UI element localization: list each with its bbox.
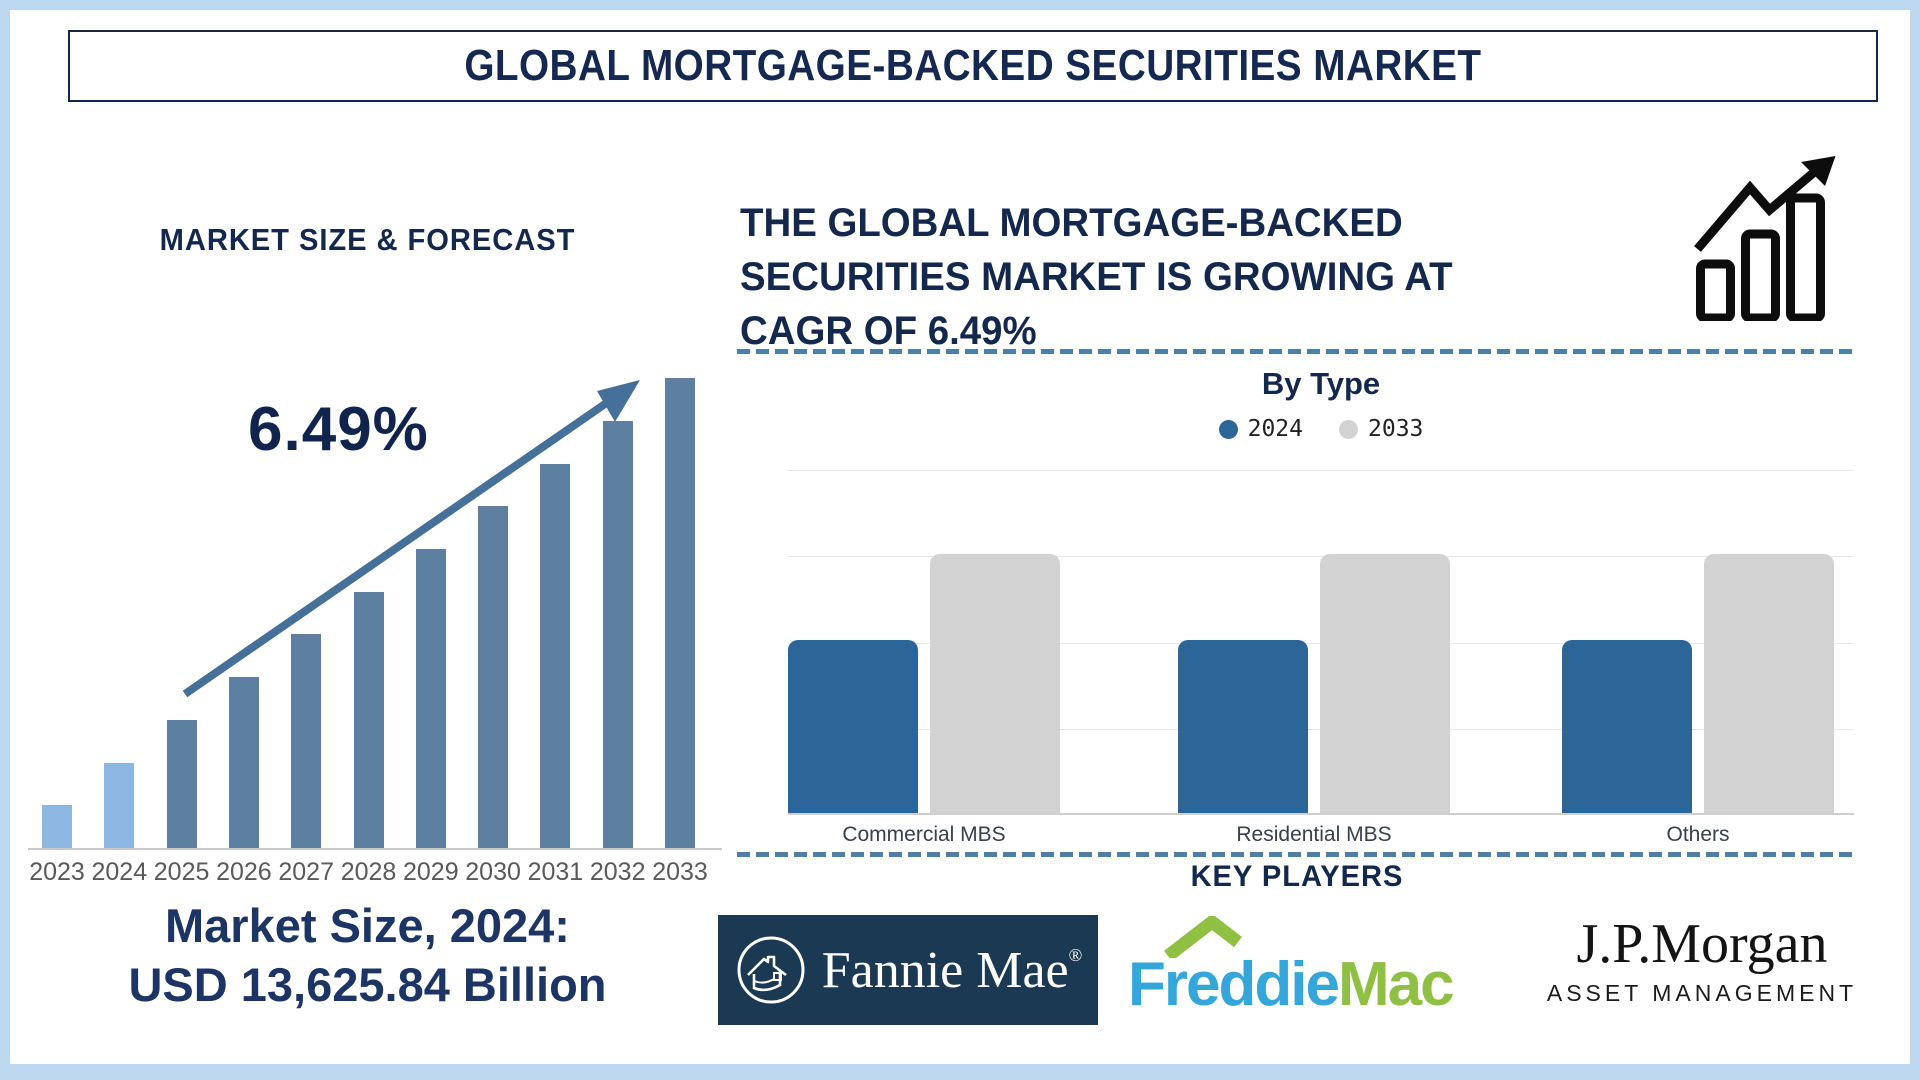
market-size-line1: Market Size, 2024: [165,899,570,952]
forecast-bar-2023 [42,805,72,848]
year-label: 2029 [402,858,459,886]
legend-item-2024: 2024 [1218,416,1303,442]
title-banner: GLOBAL MORTGAGE-BACKED SECURITIES MARKET [68,30,1878,102]
cagr-headline-line: CAGR OF 6.49% [740,309,1037,353]
year-label: 2030 [465,858,521,886]
bar-Others-2024 [1562,640,1692,813]
legend-label: 2033 [1368,416,1424,442]
category-label: Residential MBS [1236,823,1392,846]
dashed-divider-top [737,349,1857,354]
legend-dot [1339,419,1358,439]
forecast-bar-2025 [166,720,197,848]
forecast-bar-2031 [540,464,571,848]
gridline [788,556,1854,557]
market-size-callout: Market Size, 2024: USD 13,625.84 Billion [35,896,700,1014]
cagr-headline-line: THE GLOBAL MORTGAGE-BACKED [740,201,1403,245]
forecast-bar-2028 [353,592,384,848]
year-label: 2027 [278,858,334,886]
legend-label: 2024 [1247,416,1303,442]
fannie-mae-logo: Fannie Mae® [718,915,1098,1025]
bar-Commercial MBS-2024 [788,640,918,813]
jpmorgan-subtitle: ASSET MANAGEMENT [1546,980,1858,1006]
bar-group-Residential MBS [1178,470,1450,813]
bar-Residential MBS-2033 [1320,554,1450,813]
bar-Commercial MBS-2033 [930,554,1060,813]
forecast-bar-2026 [228,677,259,848]
forecast-bar-2032 [602,421,633,848]
page-title: GLOBAL MORTGAGE-BACKED SECURITIES MARKET [464,41,1482,90]
forecast-bar-2027 [291,634,322,848]
bar-group-Others [1562,470,1834,813]
year-label: 2026 [216,858,272,886]
forecast-bar-2030 [478,506,509,848]
year-label: 2031 [527,858,584,886]
freddie-mac-wordmark: FreddieMac [1128,949,1455,1020]
category-label: Others [1666,823,1730,846]
mac-word: Mac [1337,950,1455,1019]
market-size-forecast-heading: MARKET SIZE & FORECAST [159,222,576,257]
growth-chart-icon [1694,156,1836,321]
by-type-chart [788,470,1854,815]
year-label: 2033 [652,858,708,886]
by-type-title: By Type [1261,366,1381,401]
freddie-mac-roof-icon [1164,916,1242,958]
fannie-mae-wordmark: Fannie Mae® [821,941,1083,999]
year-label: 2025 [153,858,210,886]
cagr-headline: THE GLOBAL MORTGAGE-BACKED SECURITIES MAR… [740,196,1527,358]
year-label: 2028 [340,858,397,886]
forecast-bar-2024 [104,763,135,848]
year-label: 2023 [29,858,85,886]
legend-dot [1218,419,1238,439]
market-size-line2: USD 13,625.84 Billion [128,958,607,1011]
bar-Residential MBS-2024 [1178,640,1308,813]
jpmorgan-logo: J.P.Morgan ASSET MANAGEMENT [1512,912,1892,1007]
market-size-forecast-x-axis: 2023 2024 2025 2026 2027 2028 2029 2030 2031 2032… [28,858,722,888]
by-type-legend: 2024 2033 [788,416,1854,442]
registered-mark: ® [1068,944,1083,965]
fannie-mae-house-icon [737,936,805,1004]
forecast-bar-2029 [415,549,446,848]
dashed-divider-bottom [737,852,1857,857]
category-label: Commercial MBS [842,823,1006,846]
market-size-forecast-chart [28,378,722,850]
freddie-mac-logo: FreddieMac [1128,916,1478,1020]
jpmorgan-wordmark: J.P.Morgan [1576,913,1828,975]
year-label: 2032 [589,858,646,886]
bar-Others-2033 [1704,554,1834,813]
freddie-word: Freddie [1128,950,1340,1019]
legend-item-2033: 2033 [1339,416,1423,442]
bar-group-Commercial MBS [788,470,1060,813]
cagr-headline-line: SECURITIES MARKET IS GROWING AT [740,255,1453,299]
forecast-bar-2033 [665,378,695,848]
by-type-x-axis: Commercial MBS Residential MBS Others [788,823,1854,849]
key-players-heading: KEY PLAYERS [1190,860,1404,893]
year-label: 2024 [91,858,148,886]
gridline [788,470,1854,471]
